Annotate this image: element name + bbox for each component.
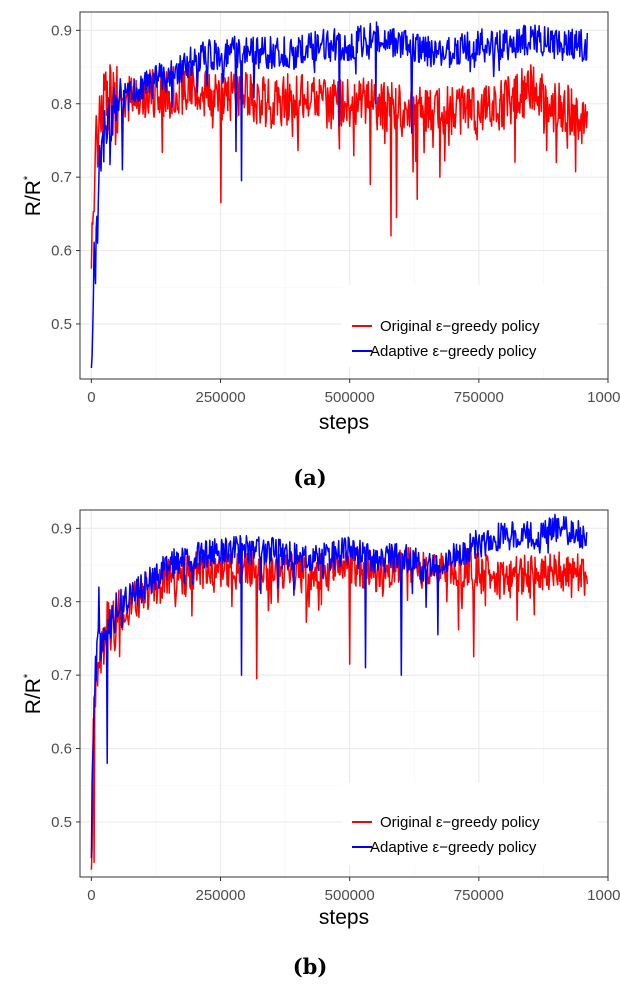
y-tick-labels: 0.5 0.6 0.7 0.8 0.9 bbox=[51, 520, 72, 831]
series-adaptive-line bbox=[90, 21, 589, 369]
y-tick-label: 0.8 bbox=[51, 594, 72, 611]
y-tick-label: 0.7 bbox=[51, 667, 72, 684]
x-axis-title: steps bbox=[319, 906, 369, 929]
panel-border bbox=[79, 11, 609, 380]
series-lines bbox=[90, 513, 589, 870]
x-tick-label: 250000 bbox=[195, 887, 245, 904]
tick-marks bbox=[76, 527, 609, 881]
legend: Original ε−greedy policy Adaptive ε−gree… bbox=[342, 783, 598, 865]
tick-marks bbox=[76, 29, 609, 383]
legend-label-original: Original ε−greedy policy bbox=[380, 814, 540, 831]
y-tick-label: 0.6 bbox=[51, 243, 72, 260]
y-tick-label: 0.5 bbox=[51, 316, 72, 333]
y-axis-title-main: R/R bbox=[22, 678, 45, 714]
y-tick-label: 0.5 bbox=[51, 814, 72, 831]
caption-b: (b) bbox=[293, 954, 328, 979]
y-tick-label: 0.6 bbox=[51, 741, 72, 758]
caption-a: (a) bbox=[293, 465, 326, 490]
y-tick-label: 0.9 bbox=[51, 520, 72, 537]
y-tick-labels: 0.5 0.6 0.7 0.8 0.9 bbox=[51, 22, 72, 333]
x-axis-title: steps bbox=[319, 411, 369, 434]
x-tick-label: 500000 bbox=[325, 389, 375, 406]
y-axis-title-superscript: * bbox=[22, 673, 34, 678]
y-axis-title-superscript: * bbox=[22, 175, 34, 180]
series-lines bbox=[90, 21, 589, 369]
legend-background bbox=[342, 783, 598, 865]
y-tick-label: 0.8 bbox=[51, 96, 72, 113]
x-tick-label: 750000 bbox=[454, 887, 504, 904]
x-tick-label: 0 bbox=[87, 887, 95, 904]
y-axis-title-main: R/R bbox=[22, 180, 45, 216]
series-original-line bbox=[90, 63, 589, 269]
series-adaptive-line bbox=[90, 513, 588, 859]
y-tick-label: 0.9 bbox=[51, 22, 72, 39]
y-axis-title: R/R* bbox=[22, 673, 45, 714]
legend-label-adaptive: Adaptive ε−greedy policy bbox=[370, 839, 537, 856]
x-tick-label: 0 bbox=[87, 389, 95, 406]
y-axis-title: R/R* bbox=[22, 175, 45, 216]
legend-label-original: Original ε−greedy policy bbox=[380, 318, 540, 335]
y-tick-label: 0.7 bbox=[51, 169, 72, 186]
x-tick-label: 750000 bbox=[454, 389, 504, 406]
panel-border bbox=[79, 509, 609, 878]
x-tick-label: 500000 bbox=[325, 887, 375, 904]
x-tick-label: 250000 bbox=[195, 389, 245, 406]
legend-label-adaptive: Adaptive ε−greedy policy bbox=[370, 343, 537, 360]
legend: Original ε−greedy policy Adaptive ε−gree… bbox=[342, 285, 598, 367]
legend-background bbox=[342, 285, 598, 367]
